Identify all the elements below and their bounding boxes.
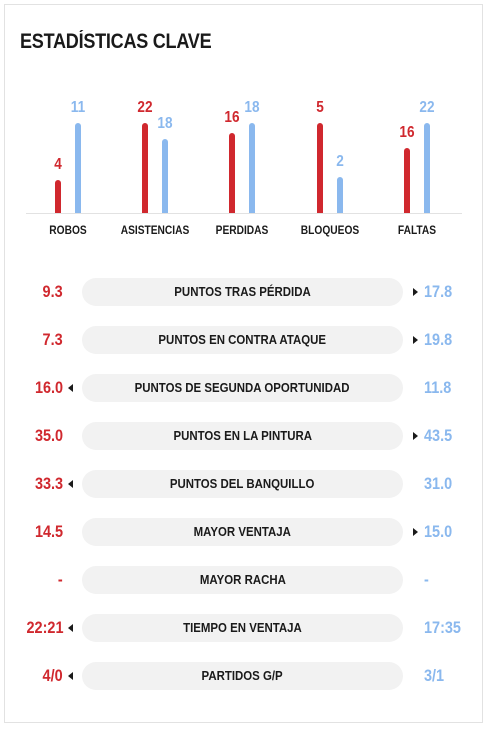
stat-label: PUNTOS TRAS PÉRDIDA [174, 284, 311, 299]
leader-arrow-icon [413, 432, 418, 440]
stat-label: MAYOR RACHA [199, 572, 286, 587]
team-a-value: 4/0 [42, 666, 63, 685]
stat-label: MAYOR VENTAJA [193, 524, 292, 539]
team-a-value: 14.5 [34, 522, 63, 541]
category-label-bloqueos: BLOQUEOS [300, 223, 360, 237]
stat-row: 35.0 PUNTOS EN LA PINTURA 43.5 [0, 421, 491, 451]
category-label-asistencias: ASISTENCIAS [120, 223, 190, 237]
category-label-faltas: FALTAS [397, 223, 437, 237]
team-b-value: - [424, 570, 429, 589]
stat-row: 9.3 PUNTOS TRAS PÉRDIDA 17.8 [0, 277, 491, 307]
leader-arrow-icon [413, 288, 418, 296]
stat-pill [82, 614, 403, 642]
team-a-value: 16.0 [34, 378, 63, 397]
bar-bloqueos-team-b [337, 177, 343, 213]
stat-row: 7.3 PUNTOS EN CONTRA ATAQUE 19.8 [0, 325, 491, 355]
stat-pill [82, 662, 403, 690]
chart-baseline [26, 213, 462, 214]
team-b-value: 17.8 [424, 282, 453, 301]
leader-arrow-icon [68, 672, 73, 680]
category-label-robos: ROBOS [49, 223, 87, 237]
stat-row: 16.0 PUNTOS DE SEGUNDA OPORTUNIDAD 11.8 [0, 373, 491, 403]
team-b-value: 17:35 [424, 618, 461, 637]
stat-pill [82, 566, 403, 594]
bar-robos-team-b [75, 123, 81, 213]
bar-bloqueos-team-a [317, 123, 323, 213]
stat-label: PARTIDOS G/P [201, 668, 284, 683]
stat-row: 22:21 TIEMPO EN VENTAJA 17:35 [0, 613, 491, 643]
team-a-value: 35.0 [34, 426, 63, 445]
bar-perdidas-team-a [229, 133, 235, 213]
stat-label: PUNTOS DEL BANQUILLO [170, 476, 315, 491]
leader-arrow-icon [413, 528, 418, 536]
category-label-perdidas: PERDIDAS [215, 223, 269, 237]
card-title: ESTADÍSTICAS CLAVE [20, 30, 212, 53]
stat-pill [82, 278, 403, 306]
team-b-value: 3/1 [424, 666, 445, 685]
team-a-value: 9.3 [42, 282, 63, 301]
leader-arrow-icon [413, 336, 418, 344]
team-a-value: 7.3 [42, 330, 63, 349]
stat-row: 33.3 PUNTOS DEL BANQUILLO 31.0 [0, 469, 491, 499]
team-b-value: 43.5 [424, 426, 453, 445]
key-stats-card [4, 4, 483, 723]
stat-pill [82, 326, 403, 354]
stat-label: TIEMPO EN VENTAJA [183, 620, 302, 635]
team-a-value: 22:21 [26, 618, 63, 637]
bar-asistencias-team-b [162, 139, 168, 213]
bar-faltas-team-b [424, 123, 430, 213]
stat-pill [82, 374, 403, 402]
stat-pill [82, 470, 403, 498]
stat-row: 4/0 PARTIDOS G/P 3/1 [0, 661, 491, 691]
stat-pill [82, 518, 403, 546]
leader-arrow-icon [68, 384, 73, 392]
team-b-value: 31.0 [424, 474, 453, 493]
bar-value-faltas-team-a: 16 [399, 124, 415, 141]
stat-label: PUNTOS EN CONTRA ATAQUE [158, 332, 327, 347]
team-b-value: 11.8 [424, 378, 452, 397]
stat-row: 14.5 MAYOR VENTAJA 15.0 [0, 517, 491, 547]
stat-label: PUNTOS EN LA PINTURA [173, 428, 312, 443]
stat-pill [82, 422, 403, 450]
bar-perdidas-team-b [249, 123, 255, 213]
bar-value-robos-team-a: 4 [54, 156, 62, 173]
bar-value-faltas-team-b: 22 [419, 99, 435, 116]
bar-value-asistencias-team-b: 18 [157, 115, 173, 132]
bar-robos-team-a [55, 180, 61, 213]
bar-faltas-team-a [404, 148, 410, 213]
leader-arrow-icon [68, 624, 73, 632]
leader-arrow-icon [68, 480, 73, 488]
bar-value-perdidas-team-a: 16 [224, 109, 240, 126]
bar-value-bloqueos-team-a: 5 [316, 99, 324, 116]
team-b-value: 15.0 [424, 522, 453, 541]
team-a-value: 33.3 [34, 474, 63, 493]
stat-label: PUNTOS DE SEGUNDA OPORTUNIDAD [135, 380, 350, 395]
bar-value-perdidas-team-b: 18 [244, 99, 260, 116]
bar-value-robos-team-b: 11 [70, 99, 86, 116]
team-b-value: 19.8 [424, 330, 453, 349]
team-a-value: - [58, 570, 63, 589]
bar-value-bloqueos-team-b: 2 [336, 153, 344, 170]
stat-row: - MAYOR RACHA - [0, 565, 491, 595]
bar-value-asistencias-team-a: 22 [137, 99, 153, 116]
bar-asistencias-team-a [142, 123, 148, 213]
